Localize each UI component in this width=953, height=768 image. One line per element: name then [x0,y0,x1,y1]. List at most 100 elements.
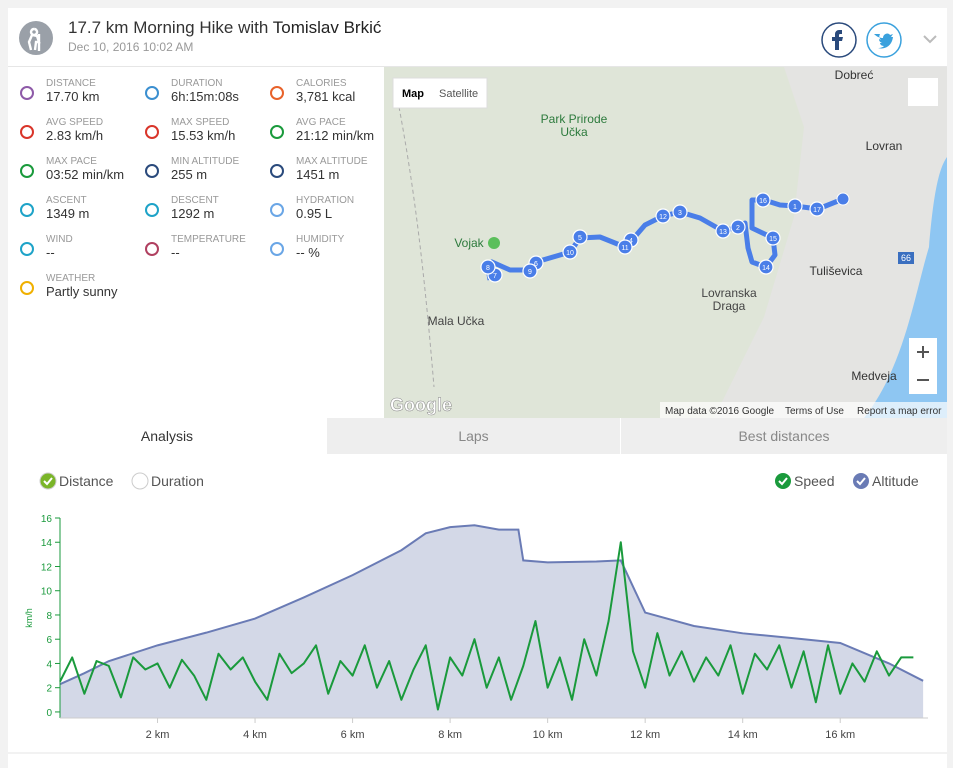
y-tick-label: 2 [46,684,52,695]
map-urban [714,67,947,418]
stat-value: -- [171,245,180,260]
check [778,477,788,486]
map-footer-text: Map data ©2016 Google [665,406,775,417]
route-marker-label: 13 [719,229,727,236]
route-marker-label: 10 [566,250,574,257]
route-marker [809,201,825,217]
place-label: Draga [713,299,746,313]
x-tick-label: 10 km [533,729,563,741]
place-label: 66 [901,253,911,263]
tab[interactable]: Analysis [8,418,326,454]
altitude-fill [60,525,924,718]
legend-swatch[interactable] [853,473,869,489]
place-label: Dobreć [835,68,874,82]
place-label: Vojak [454,236,484,250]
route-marker-label: 12 [659,214,667,221]
stat-icon [145,242,159,256]
start-pin [488,237,500,249]
y-tick-label: 12 [41,562,53,573]
activity-icon [19,21,53,55]
google-logo: Google [390,395,452,415]
stat-label: WEATHER [46,273,96,284]
route-marker [765,230,781,246]
stat-value: 1349 m [46,206,90,221]
place-label: Učka [560,125,588,139]
stat-icon [20,86,34,100]
x-mode-radio[interactable] [39,472,57,490]
route-marker-label: 2 [736,225,740,232]
y-tick-label: 0 [46,708,52,719]
fullscreen-button[interactable] [908,78,938,106]
end-pin [836,192,850,206]
header: 17.7 km Morning Hike with Tomislav Brkić… [8,18,947,67]
place-label: Lovran [866,139,903,153]
stat-label: DISTANCE [46,78,96,89]
stat-value: 21:12 min/km [296,128,375,143]
stat-label: AVG SPEED [46,117,104,128]
map-type-button[interactable]: Map [402,88,424,100]
twitter-glyph [874,33,893,49]
route-marker [655,208,671,224]
stat-label: DURATION [171,78,223,89]
check [43,477,53,486]
y-tick-label: 8 [46,611,52,622]
zoom-glyphs [917,346,929,381]
stat-icon [270,203,284,217]
stat-value: 0.95 L [296,206,333,221]
stat-value: 3,781 kcal [296,89,356,104]
route-marker-label: 1 [793,204,797,211]
tab[interactable]: Best distances [621,418,947,454]
y-tick-label: 16 [41,514,53,525]
stat-icon [20,281,34,295]
route-marker-label: 8 [486,265,490,272]
x-mode-radio[interactable] [131,472,149,490]
route-marker-label: 4 [629,238,633,245]
y-tick-label: 4 [46,659,52,670]
route-marker-label: 5 [578,235,582,242]
route-marker [617,239,633,255]
x-tick-label: 6 km [341,729,365,741]
stat-icon [20,203,34,217]
map[interactable]: 1234567891011121314151617DobrećLovranPar… [384,67,947,418]
stat-icon [270,125,284,139]
tab[interactable]: Laps [327,418,620,454]
stat-icon [20,164,34,178]
speed-line [59,541,914,711]
x-mode-label[interactable]: Duration [151,473,204,489]
hiker-glyph [27,27,41,51]
map-type-box [392,77,488,109]
place-label: Lovranska [701,286,757,300]
stat-label: ASCENT [46,195,87,206]
date: Dec 10, 2016 10:02 AM [68,40,193,54]
x-mode-label[interactable]: Distance [59,473,114,489]
legend-label[interactable]: Speed [794,473,834,489]
map-type-button[interactable]: Satellite [439,88,478,100]
place-label: Tuliševica [810,264,863,278]
y-tick-label: 6 [46,635,52,646]
route-marker [562,244,578,260]
stat-value: 17.70 km [46,89,100,104]
title: 17.7 km Morning Hike with Tomislav Brkić [68,18,382,37]
check [856,477,866,486]
stat-label: HYDRATION [296,195,355,206]
map-footer-text: Report a map error [857,406,942,417]
y-axis-label: km/h [24,608,34,628]
stat-icon [145,86,159,100]
collapse-chevron[interactable] [923,35,937,44]
place-label: Medveja [851,369,897,383]
y-tick-label: 10 [41,587,53,598]
route-marker [755,192,771,208]
x-tick-label: 16 km [825,729,855,741]
legend-label[interactable]: Altitude [872,473,919,489]
route-marker-label: 9 [528,269,532,276]
stat-label: HUMIDITY [296,234,345,245]
stat-icon [145,125,159,139]
x-tick-label: 8 km [438,729,462,741]
route-marker-label: 6 [534,261,538,268]
route-marker [672,204,688,220]
x-tick-label: 14 km [728,729,758,741]
legend-swatch[interactable] [775,473,791,489]
stat-label: TEMPERATURE [171,234,246,245]
stat-label: DESCENT [171,195,219,206]
